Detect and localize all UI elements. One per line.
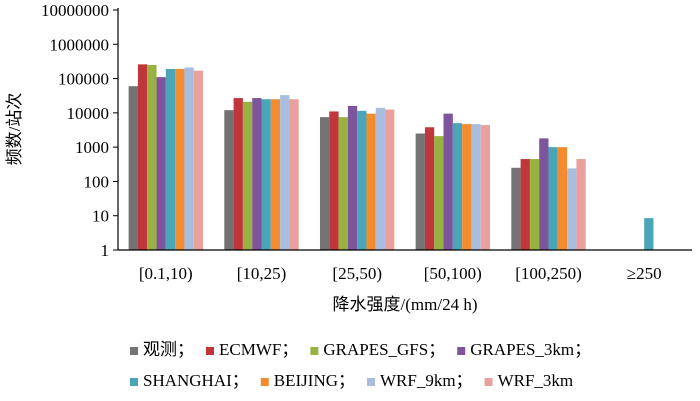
- bar: [557, 147, 568, 250]
- legend-label: BEIJING；: [274, 371, 355, 390]
- y-tick-label: 1000: [75, 138, 109, 157]
- x-category-label: ≥250: [627, 264, 662, 283]
- x-axis-title: 降水强度/(mm/24 h): [333, 295, 478, 314]
- bar: [137, 64, 148, 250]
- bar: [156, 77, 166, 251]
- bar: [539, 138, 549, 250]
- y-axis-title: 频数/站次: [5, 93, 24, 166]
- y-tick-label: 1: [101, 241, 110, 260]
- bar: [375, 107, 386, 250]
- bar: [443, 113, 453, 251]
- legend-label: WRF_9km；: [380, 371, 473, 390]
- legend-label: GRAPES_3km；: [470, 340, 591, 359]
- y-tick-label: 10000000: [41, 1, 109, 20]
- legend-swatch: [260, 378, 269, 386]
- bar: [128, 86, 138, 251]
- x-category-label: [0.1,10): [139, 264, 193, 283]
- legend-swatch: [457, 347, 466, 355]
- x-category-labels: [0.1,10) [10,25) [25,50) [50,100) [100,250) ≥…: [139, 264, 662, 283]
- y-ticks: 1 10 100 1000 10000 100000 1000000 10000000: [41, 1, 118, 260]
- legend-swatch: [130, 378, 138, 386]
- y-tick-label: 100: [84, 172, 110, 191]
- bar: [548, 147, 558, 250]
- bar: [252, 98, 262, 250]
- y-tick-label: 1000000: [50, 35, 110, 54]
- bar: [329, 111, 339, 250]
- bar: [644, 218, 654, 250]
- bar: [242, 101, 253, 250]
- legend-swatch: [484, 378, 493, 386]
- bar: [338, 117, 348, 250]
- bar: [452, 123, 463, 250]
- axes: [117, 8, 692, 251]
- bar: [415, 133, 425, 250]
- bar: [233, 98, 243, 250]
- bar: [280, 95, 290, 250]
- bar: [576, 159, 586, 250]
- bar: [567, 168, 577, 250]
- x-category-label: [10,25): [237, 264, 287, 283]
- bar: [224, 110, 234, 250]
- bar: [289, 99, 299, 251]
- bar: [270, 99, 281, 251]
- legend-label: WRF_3km: [498, 371, 574, 390]
- bar: [147, 64, 157, 251]
- y-tick-label: 10000: [67, 104, 110, 123]
- bar: [424, 127, 435, 250]
- bar: [385, 109, 395, 250]
- bar: [471, 124, 481, 250]
- legend-swatch: [130, 347, 138, 355]
- bar: [319, 117, 330, 250]
- x-category-label: [100,250): [515, 264, 582, 283]
- legend-swatch: [367, 378, 375, 386]
- bar: [193, 70, 204, 250]
- bar: [520, 159, 530, 250]
- y-tick-label: 10: [92, 207, 109, 226]
- bar: [434, 136, 444, 250]
- x-category-label: [50,100): [424, 264, 482, 283]
- bar: [261, 99, 271, 251]
- bar: [165, 69, 176, 250]
- legend-label: GRAPES_GFS；: [323, 340, 445, 359]
- bar: [175, 69, 185, 250]
- legend-label: 观测；: [143, 340, 194, 359]
- legend-label: SHANGHAI；: [143, 371, 249, 390]
- bars-group: [128, 64, 654, 251]
- bar: [529, 159, 540, 250]
- bar: [184, 67, 194, 251]
- bar: [357, 110, 367, 250]
- legend: 观测； ECMWF； GRAPES_GFS； GRAPES_3km； SHANGHAI；…: [130, 340, 591, 390]
- bar: [462, 124, 472, 250]
- bar: [511, 167, 521, 250]
- bar: [347, 105, 358, 250]
- y-tick-label: 100000: [58, 70, 109, 89]
- bar: [480, 125, 491, 250]
- x-category-label: [25,50): [332, 264, 382, 283]
- legend-label: ECMWF；: [219, 340, 298, 359]
- legend-swatch: [206, 347, 214, 355]
- legend-swatch: [310, 347, 319, 355]
- bar: [366, 113, 376, 251]
